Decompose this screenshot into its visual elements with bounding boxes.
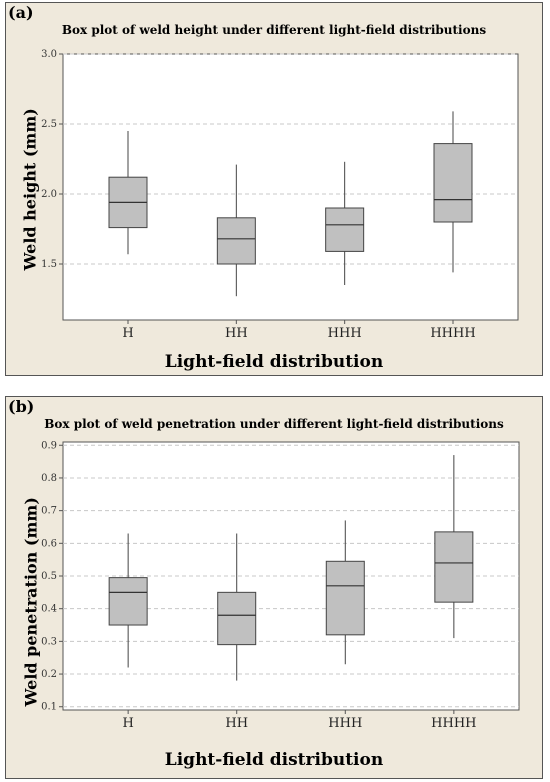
x-tick-label: HHHH: [430, 326, 475, 341]
y-tick-label: 0.8: [41, 473, 57, 484]
box: [325, 207, 365, 252]
x-axis-label: Light-field distribution: [164, 352, 384, 372]
x-tick-label: HHH: [328, 716, 362, 731]
x-tick-label: HHH: [328, 326, 362, 341]
panel-letter: (b): [8, 397, 35, 416]
x-tick-label: H: [122, 326, 133, 341]
panel-letter: (a): [8, 3, 34, 22]
x-axis-label: Light-field distribution: [164, 750, 384, 770]
y-tick-label: 0.3: [41, 636, 57, 647]
box: [217, 591, 257, 646]
x-tick-label: HH: [225, 326, 248, 341]
y-tick-label: 2.5: [41, 119, 57, 130]
y-tick-label: 0.6: [41, 538, 57, 549]
plot-area: 1.52.02.53.0H HH HHH HHHH: [41, 49, 519, 341]
chart-panel-a: (a) Box plot of weld height under differ…: [5, 2, 543, 376]
y-tick-label: 0.7: [41, 506, 57, 517]
box: [434, 531, 474, 603]
box: [433, 143, 473, 223]
box: [325, 560, 365, 636]
y-tick-label: 0.5: [41, 571, 57, 582]
chart-panel-b: (b) Box plot of weld penetration under d…: [5, 396, 543, 779]
x-tick-label: HH: [225, 716, 248, 731]
x-tick-label: HHHH: [431, 716, 476, 731]
box: [108, 577, 148, 626]
y-tick-label: 2.0: [41, 189, 57, 200]
chart-title: Box plot of weld penetration under diffe…: [44, 417, 504, 431]
box: [216, 217, 256, 265]
plot-area: 0.10.20.30.40.50.60.70.80.9H HH HHH HHHH: [41, 440, 520, 731]
y-tick-label: 3.0: [41, 49, 57, 60]
y-tick-label: 0.4: [41, 604, 57, 615]
chart-title: Box plot of weld height under different …: [61, 23, 487, 37]
y-tick-label: 1.5: [41, 259, 57, 270]
x-tick-label: H: [122, 716, 133, 731]
y-tick-label: 0.2: [41, 669, 57, 680]
y-tick-label: 0.1: [41, 702, 57, 713]
y-tick-label: 0.9: [41, 440, 57, 451]
